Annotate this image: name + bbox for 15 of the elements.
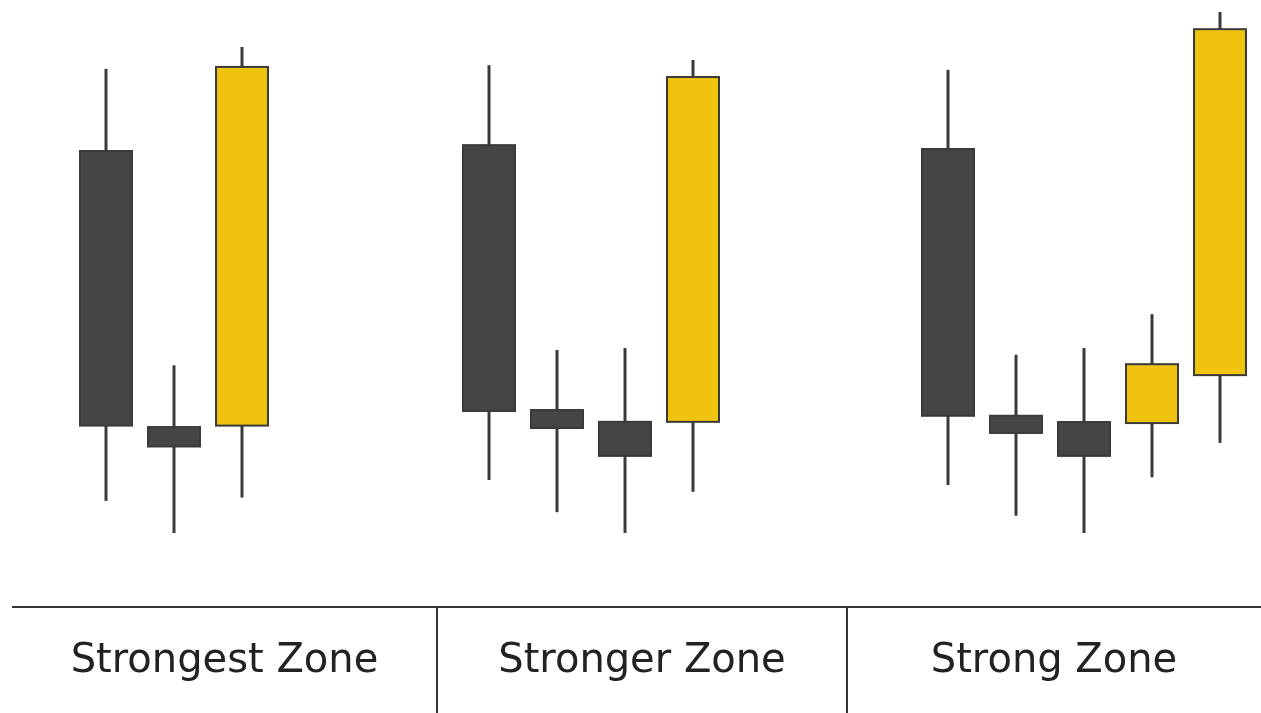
candlestick	[989, 353, 1043, 516]
candlestick	[462, 65, 516, 481]
candlestick	[215, 47, 269, 498]
x-axis-title: Stronger Zone	[498, 635, 786, 681]
candlestick	[79, 67, 133, 501]
candlestick	[598, 348, 652, 533]
candlestick	[666, 60, 720, 492]
candlestick	[147, 365, 201, 533]
candlestick	[1125, 314, 1179, 478]
candlestick	[530, 348, 584, 514]
candlestick	[1193, 12, 1247, 443]
x-axis-title: Strong Zone	[930, 635, 1178, 681]
candlestick	[1057, 348, 1111, 533]
x-axis-title: Strongest Zone	[70, 635, 379, 681]
candlestick	[921, 68, 975, 487]
